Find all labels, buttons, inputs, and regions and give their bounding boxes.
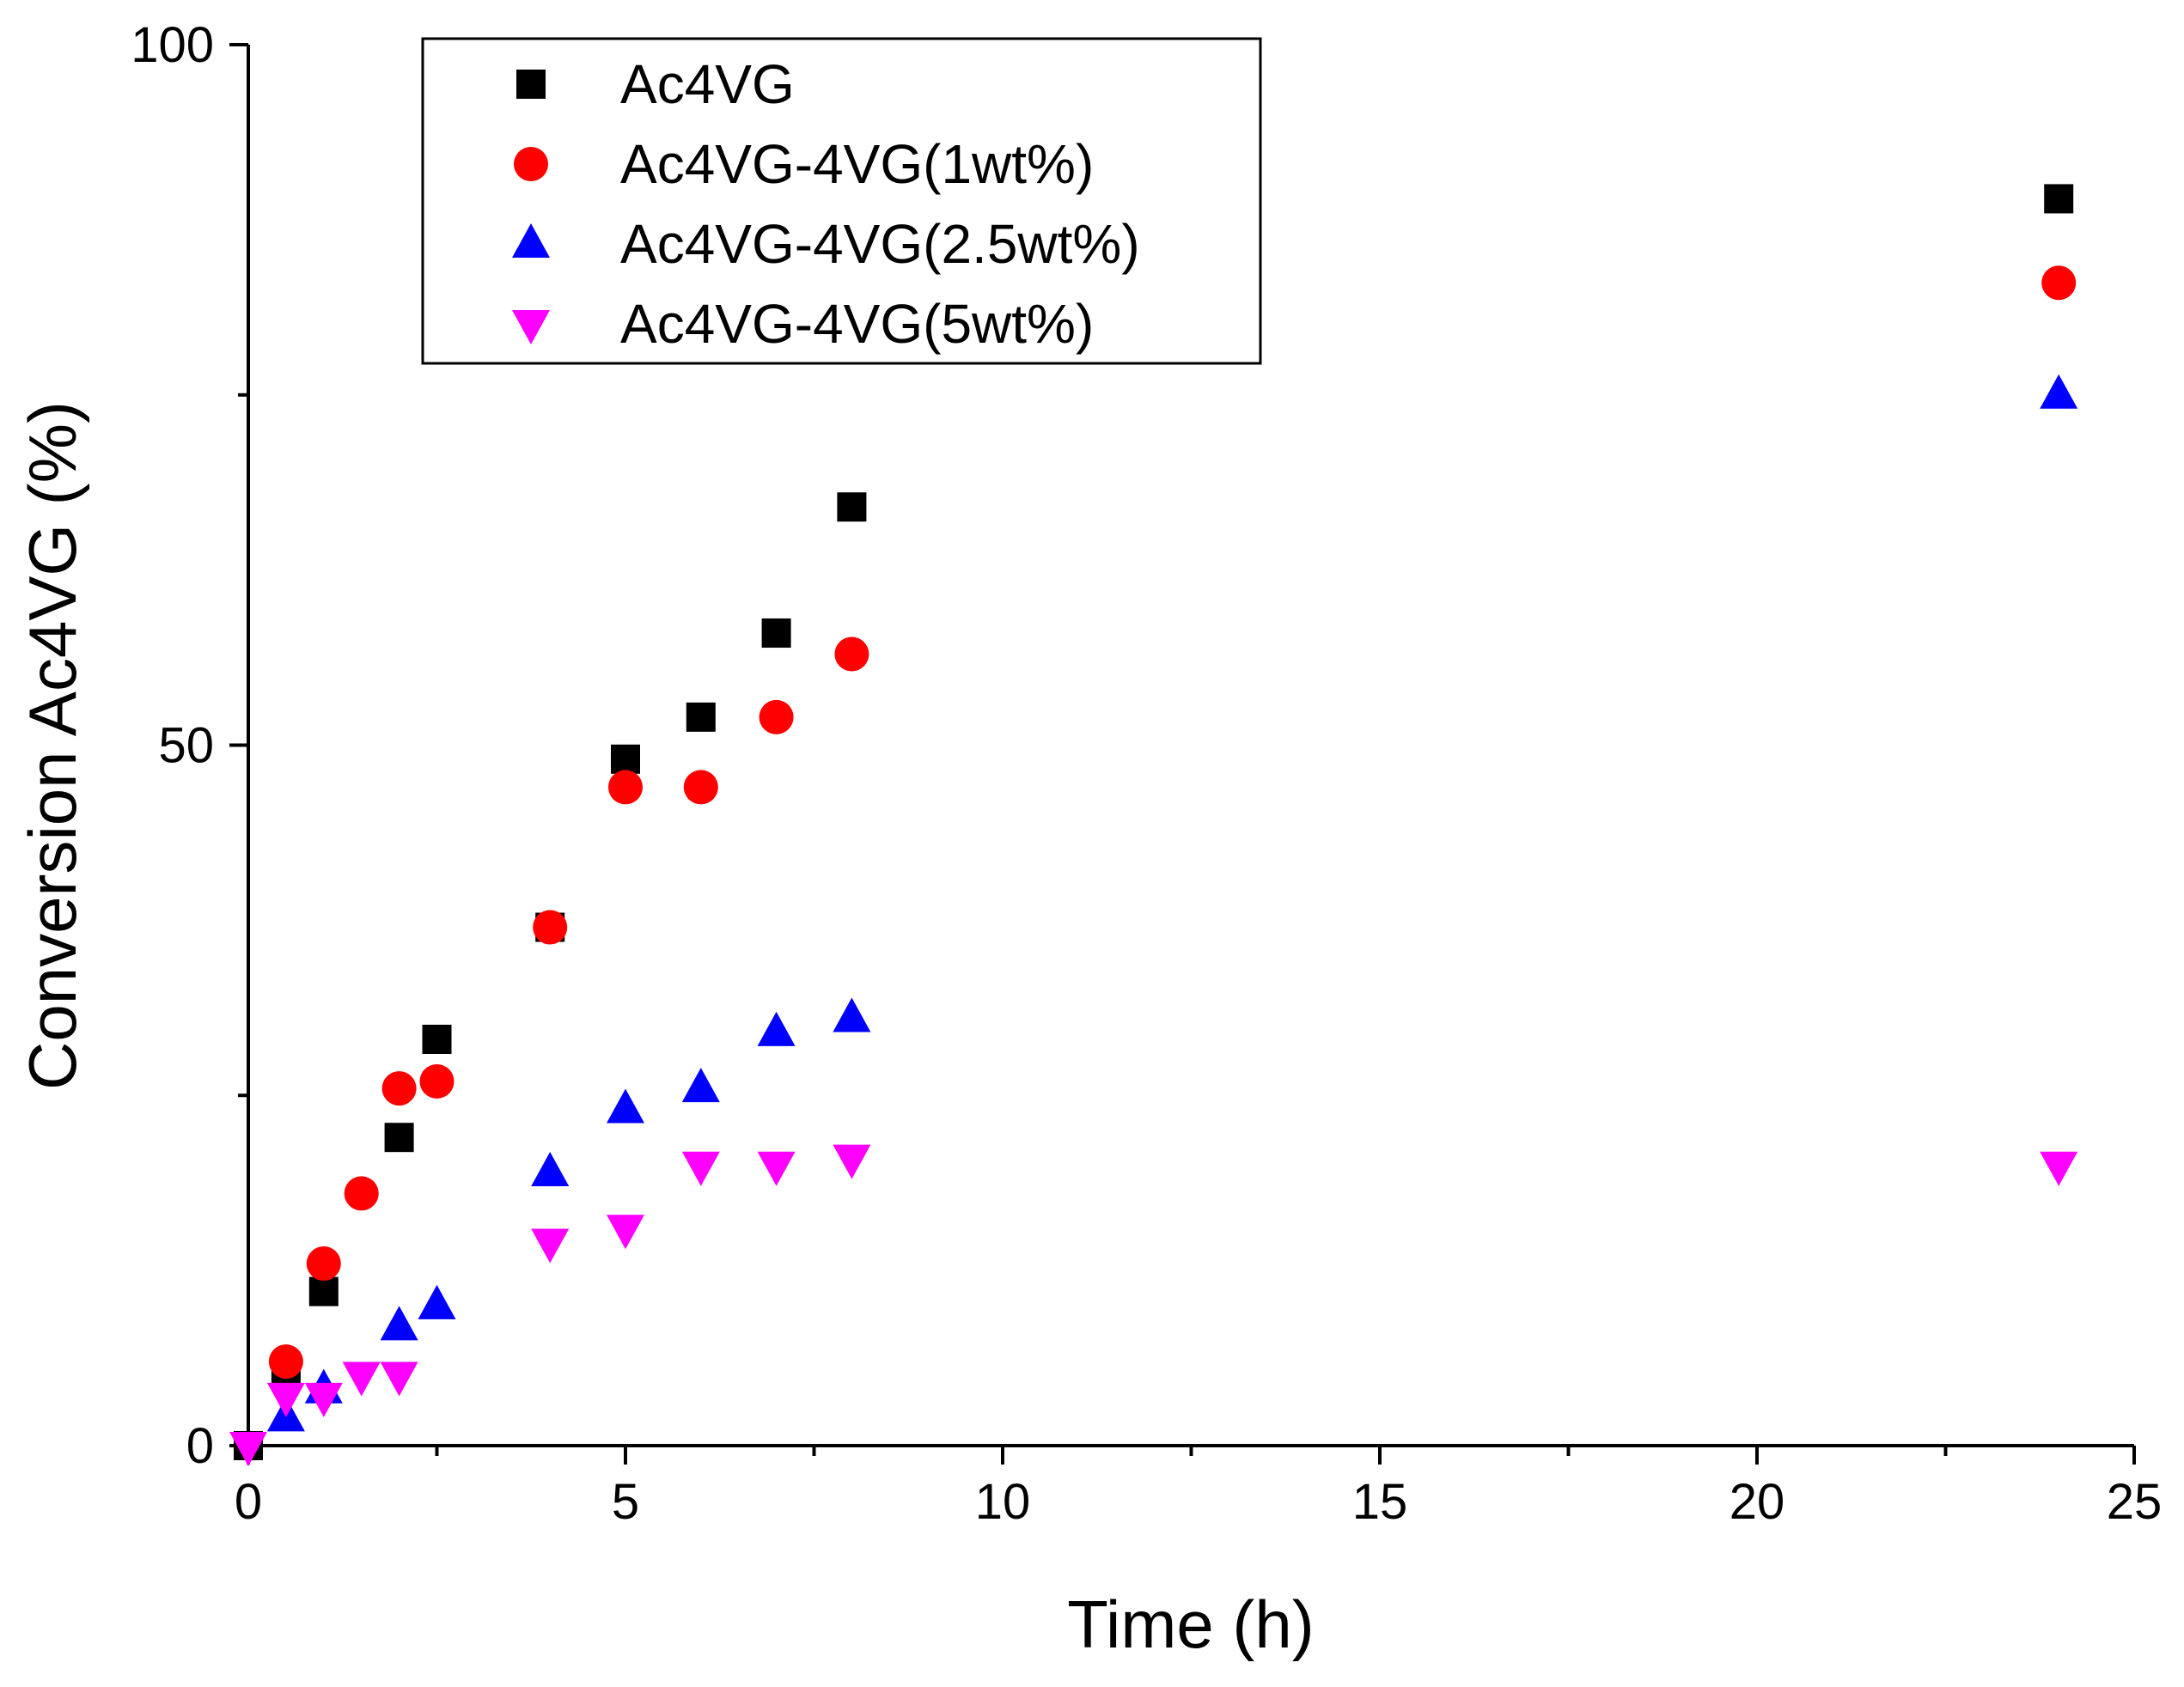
x-tick-label: 20 — [1730, 1474, 1785, 1530]
data-point — [306, 1245, 341, 1281]
x-tick-label: 25 — [2107, 1474, 2163, 1530]
data-point — [2040, 1151, 2078, 1186]
x-tick-label: 15 — [1352, 1474, 1408, 1530]
data-point — [2041, 265, 2077, 301]
tick-labels: 0 5 10 15 20 25 0 50 100 — [131, 17, 2162, 1530]
data-point — [834, 636, 869, 672]
data-point — [229, 1432, 267, 1466]
legend-box — [421, 37, 1262, 365]
data-point — [2044, 184, 2074, 214]
y-tick-label: 50 — [158, 718, 214, 774]
legend-label: Ac4VG — [620, 53, 795, 115]
data-point — [533, 910, 568, 945]
data-point — [681, 1151, 720, 1186]
data-point — [419, 1063, 454, 1099]
legend-marker — [516, 70, 546, 99]
data-point — [2040, 374, 2078, 409]
legend-label: Ac4VG-4VG(5wt%) — [620, 293, 1094, 355]
data-point — [531, 1151, 570, 1186]
data-point — [308, 1276, 339, 1306]
y-tick-label: 100 — [131, 17, 214, 73]
series-0 — [234, 184, 2074, 1460]
legend-label: Ac4VG-4VG(1wt%) — [620, 133, 1094, 195]
data-point — [266, 1382, 305, 1417]
data-point — [607, 1088, 644, 1124]
data-point — [686, 702, 716, 732]
data-point — [757, 1151, 796, 1186]
data-point — [837, 492, 867, 522]
series-3 — [229, 1144, 2078, 1466]
data-point — [607, 1215, 644, 1250]
data-point — [342, 1361, 381, 1397]
data-point — [380, 1306, 418, 1341]
data-point — [611, 744, 640, 774]
data-point — [833, 1144, 871, 1179]
data-point — [608, 770, 643, 805]
data-point — [531, 1228, 570, 1264]
data-point — [681, 1068, 720, 1103]
legend-marker — [514, 147, 548, 181]
data-point — [683, 770, 718, 805]
y-axis-title: Conversion Ac4VG (%) — [15, 401, 90, 1090]
data-point — [759, 699, 794, 734]
series-2 — [266, 374, 2078, 1432]
legend-label: Ac4VG-4VG(2.5wt%) — [620, 213, 1140, 275]
data-point — [422, 1025, 452, 1055]
data-point — [380, 1361, 418, 1397]
x-tick-label: 5 — [612, 1474, 639, 1530]
legend: Ac4VG Ac4VG-4VG(1wt%) Ac4VG-4VG(2.5wt%) Ac4… — [421, 37, 1262, 365]
legend-marker — [512, 223, 550, 258]
data-point — [384, 1123, 414, 1153]
x-tick-label: 0 — [235, 1474, 262, 1530]
data-point — [833, 997, 871, 1032]
data-point — [304, 1382, 343, 1417]
x-tick-label: 10 — [975, 1474, 1031, 1530]
data-points — [229, 184, 2078, 1466]
x-axis-title: Time (h) — [1067, 1587, 1314, 1662]
data-point — [418, 1284, 456, 1319]
y-tick-label: 0 — [186, 1418, 214, 1474]
data-point — [757, 1011, 796, 1046]
data-point — [761, 618, 791, 649]
series-1 — [268, 265, 2077, 1379]
data-point — [268, 1344, 303, 1379]
legend-marker — [512, 310, 550, 344]
data-point — [381, 1071, 417, 1106]
data-point — [344, 1176, 379, 1211]
